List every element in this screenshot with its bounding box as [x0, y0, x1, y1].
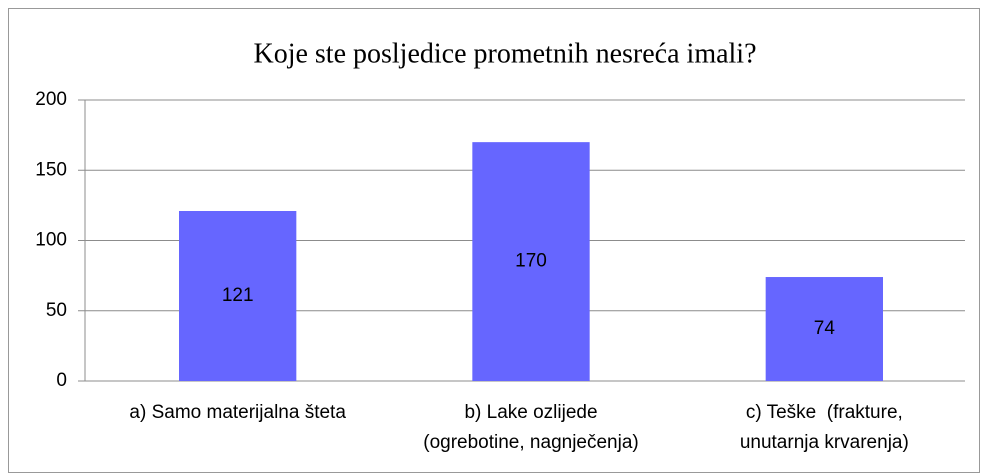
chart-title: Koje ste posljedice prometnih nesreća im…: [253, 38, 756, 69]
y-tick-label: 150: [35, 159, 67, 180]
y-tick-label: 100: [35, 230, 67, 251]
bar: [179, 210, 297, 381]
bar: [765, 277, 883, 381]
y-tick-label: 0: [56, 370, 67, 391]
data-label: 170: [515, 251, 547, 272]
bar: [472, 142, 590, 381]
data-label: 74: [814, 318, 836, 339]
data-label: 121: [222, 285, 254, 306]
x-tick-label: c) Teške (frakture, unutarnja krvarenja): [740, 402, 909, 453]
y-tick-label: 200: [35, 89, 67, 110]
x-tick-label: b) Lake ozlijede (ogrebotine, nagnječenja…: [423, 402, 639, 453]
x-tick-label: a) Samo materijalna šteta: [129, 402, 346, 423]
y-tick-label: 50: [46, 300, 67, 321]
